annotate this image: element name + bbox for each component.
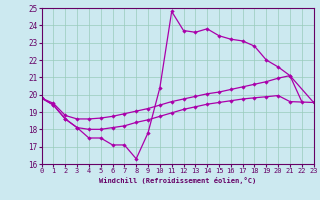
X-axis label: Windchill (Refroidissement éolien,°C): Windchill (Refroidissement éolien,°C) bbox=[99, 177, 256, 184]
